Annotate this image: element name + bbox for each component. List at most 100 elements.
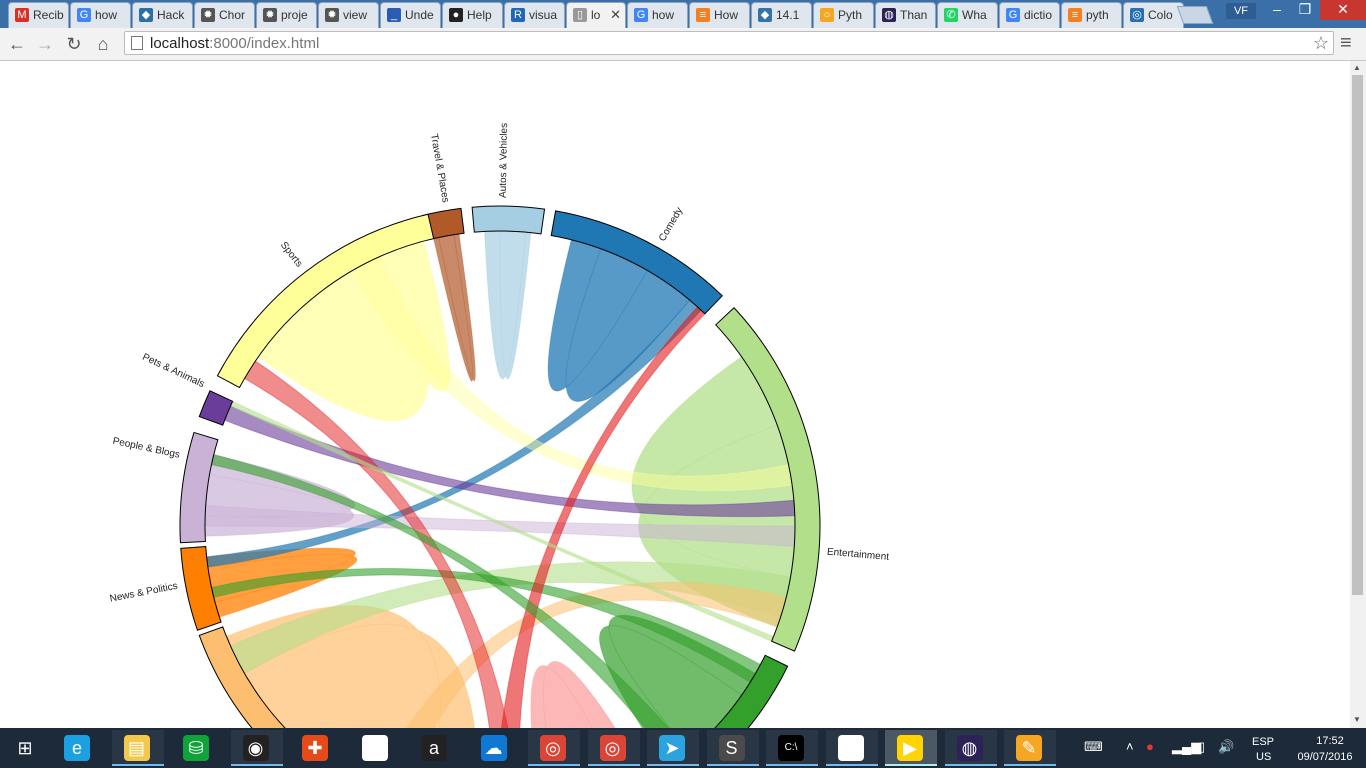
clock-date[interactable]: 09/07/2016 [1297, 751, 1353, 763]
battery-icon[interactable]: ▯ [1198, 739, 1206, 754]
github-icon: ● [449, 8, 463, 22]
restore-icon[interactable]: ❐ [1298, 1, 1312, 17]
browser-tab[interactable]: ✆ Wha [937, 2, 998, 28]
browser-tab[interactable]: M Recib [8, 2, 69, 28]
puzzle-app-taskbar-button[interactable]: ✚ [290, 730, 342, 766]
hp-taskbar-button[interactable]: hp [350, 730, 402, 766]
start-button-icon: ⊞ [17, 738, 33, 758]
cmd-icon: C:\ [778, 735, 804, 761]
chord-group-label: Travel & Places [428, 133, 451, 204]
minimize-icon[interactable]: – [1273, 1, 1281, 17]
chrome-menu-icon[interactable]: ≡ [1340, 32, 1352, 54]
page-content: Travel & Places Autos & Vehicles Comedy Ent… [0, 61, 1350, 728]
antivirus-icon[interactable]: ● [1146, 739, 1154, 754]
eclipse-icon: ◍ [956, 735, 983, 761]
webcam-taskbar-button[interactable]: ◉ [230, 730, 283, 766]
chord-group-people-blogs[interactable] [179, 431, 219, 544]
amazon-taskbar-button[interactable]: a [409, 730, 461, 766]
store-icon: ⛁ [183, 735, 209, 761]
store-taskbar-button[interactable]: ⛁ [171, 730, 223, 766]
browser-tab[interactable]: ✹ view [318, 2, 379, 28]
page-scrollbar[interactable]: ▲ ▼ [1350, 61, 1366, 728]
puzzle-app-icon: ✚ [302, 735, 328, 761]
ie-taskbar-button[interactable]: e [52, 730, 104, 766]
sublime-taskbar-button[interactable]: S [706, 730, 759, 766]
start-button-taskbar-button[interactable]: ⊞ [0, 730, 52, 766]
browser-tab[interactable]: ▯ lo ✕ [566, 2, 626, 28]
scroll-down-icon[interactable]: ▼ [1353, 715, 1361, 724]
tab-title: lo [591, 8, 601, 22]
tab-title: Hack [157, 8, 185, 22]
chord-ribbon[interactable] [530, 661, 648, 728]
stackoverflow-icon: ≡ [1068, 8, 1082, 22]
back-icon[interactable]: ← [8, 34, 26, 54]
chord-group-entertainment[interactable] [715, 307, 821, 652]
onedrive-taskbar-button[interactable]: ☁ [469, 730, 521, 766]
home-icon[interactable]: ⌂ [97, 34, 109, 54]
chord-group-news-politics[interactable] [180, 546, 222, 631]
browser-tab[interactable]: ✹ Chor [194, 2, 255, 28]
tab-title: visua [529, 8, 558, 22]
chord-group-sports[interactable] [216, 213, 435, 389]
language-indicator[interactable]: ESP [1252, 736, 1275, 748]
tray-expand-icon[interactable]: ˄ [1126, 739, 1134, 754]
hp-icon: hp [361, 735, 388, 761]
cmd-taskbar-button[interactable]: C:\ [766, 730, 818, 766]
browser-tab[interactable]: ○ Pyth [813, 2, 874, 28]
forward-icon[interactable]: → [36, 34, 54, 54]
browser-tab[interactable]: ◎ Colo [1123, 2, 1184, 28]
address-bar[interactable]: localhost:8000/index.html ☆ [124, 31, 1334, 55]
tab-title: Recib [33, 8, 64, 22]
clock-time[interactable]: 17:52 [1316, 735, 1344, 747]
network-icon[interactable]: ▂▄▆ [1172, 739, 1202, 754]
close-icon[interactable]: ✕ [1320, 0, 1366, 20]
file-explorer-taskbar-button[interactable]: ▤ [111, 730, 164, 766]
tab-title: Colo [1148, 8, 1173, 22]
media-player-taskbar-button[interactable]: ▶ [885, 730, 937, 766]
chrome-active-taskbar-button[interactable]: ◎ [587, 730, 640, 766]
chord-group-autos-vehicles[interactable] [471, 205, 546, 235]
browser-tab[interactable]: ● Help [442, 2, 503, 28]
tab-close-icon[interactable]: ✕ [610, 7, 621, 22]
scroll-up-icon[interactable]: ▲ [1353, 63, 1361, 72]
chord-group-film-animation[interactable] [661, 654, 789, 728]
telegram-taskbar-button[interactable]: ➤ [647, 730, 699, 766]
r-icon: R [511, 8, 525, 22]
browser-tab[interactable]: ✹ proje [256, 2, 317, 28]
chord-ribbon[interactable] [484, 230, 532, 380]
paint-taskbar-button[interactable]: ✎ [1004, 730, 1056, 766]
browser-toolbar: ← → ↻ ⌂ localhost:8000/index.html ☆ ≡ [0, 28, 1366, 61]
profile-button[interactable]: VF [1226, 3, 1256, 19]
chord-group-unlabeled-7[interactable] [198, 626, 484, 728]
snipping-taskbar-button[interactable]: ✂ [825, 730, 878, 766]
reload-icon[interactable]: ↻ [66, 34, 82, 54]
chord-group-comedy[interactable] [550, 210, 723, 315]
eclipse-taskbar-button[interactable]: ◍ [944, 730, 997, 766]
chord-group-pets-animals[interactable] [198, 390, 234, 426]
new-tab-button[interactable] [1176, 6, 1214, 24]
d3-gear-icon: ✹ [325, 8, 339, 22]
keyboard-layout-indicator[interactable]: US [1256, 751, 1272, 763]
chrome-taskbar-button[interactable]: ◎ [528, 730, 580, 766]
snipping-icon: ✂ [837, 735, 864, 761]
browser-tab[interactable]: ≡ How [689, 2, 750, 28]
chord-group-label: Autos & Vehicles [498, 123, 510, 198]
browser-tab[interactable]: _ Unde [380, 2, 441, 28]
tab-title: Unde [405, 8, 434, 22]
underscore-icon: _ [387, 8, 401, 22]
browser-tab[interactable]: ◍ Than [875, 2, 936, 28]
chord-diagram: Travel & Places Autos & Vehicles Comedy Ent… [109, 123, 890, 728]
google-icon: G [77, 8, 91, 22]
bookmark-star-icon[interactable]: ☆ [1312, 33, 1329, 53]
scrollbar-thumb[interactable] [1352, 75, 1363, 595]
browser-tab[interactable]: ◆ Hack [132, 2, 193, 28]
keyboard-icon[interactable]: ⌨ [1084, 739, 1103, 754]
volume-icon[interactable]: 🔊 [1218, 739, 1235, 754]
url-path: :8000/index.html [209, 35, 320, 52]
browser-tab[interactable]: ≡ pyth [1061, 2, 1122, 28]
browser-tab[interactable]: ◆ 14.1 [751, 2, 812, 28]
